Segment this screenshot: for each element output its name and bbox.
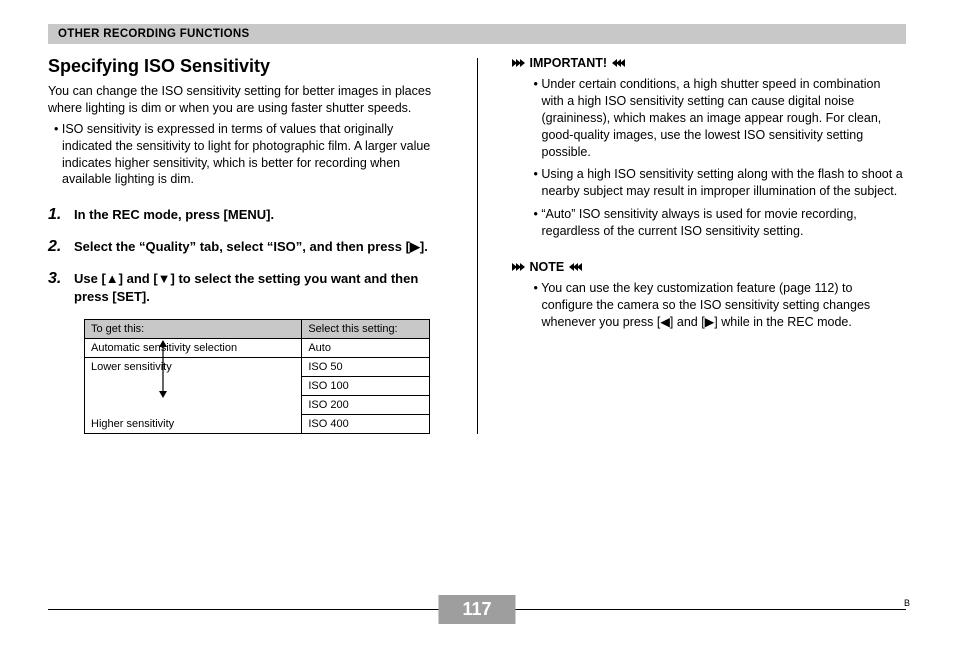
intro-paragraph: You can change the ISO sensitivity setti…	[48, 83, 443, 117]
step-item: 3. Use [▲] and [▼] to select the setting…	[48, 270, 443, 305]
step-number: 1.	[48, 206, 68, 224]
note-callout-header: NOTE	[512, 260, 907, 274]
step-text: Select the “Quality” tab, select “ISO”, …	[74, 238, 443, 256]
intro-bullet: • ISO sensitivity is expressed in terms …	[48, 121, 443, 189]
step-number: 3.	[48, 270, 68, 288]
right-column: IMPORTANT! • Under certain conditions, a…	[512, 54, 907, 434]
table-cell: ISO 50	[302, 358, 430, 377]
table-header: Select this setting:	[302, 320, 430, 339]
table-header: To get this:	[85, 320, 302, 339]
step-item: 2. Select the “Quality” tab, select “ISO…	[48, 238, 443, 256]
important-bullet: • Using a high ISO sensitivity setting a…	[528, 166, 907, 200]
callout-right-icon	[613, 59, 625, 67]
iso-settings-table: To get this: Select this setting: Automa…	[84, 319, 430, 434]
note-body: • You can use the key customization feat…	[512, 280, 907, 331]
vertical-arrow-icon	[157, 340, 169, 398]
important-body: • Under certain conditions, a high shutt…	[512, 76, 907, 240]
step-item: 1. In the REC mode, press [MENU].	[48, 206, 443, 224]
important-label: IMPORTANT!	[530, 56, 608, 70]
left-column: Specifying ISO Sensitivity You can chang…	[48, 54, 443, 434]
step-text: Use [▲] and [▼] to select the setting yo…	[74, 270, 443, 305]
note-label: NOTE	[530, 260, 565, 274]
table-cell: Auto	[302, 339, 430, 358]
important-bullet: • Under certain conditions, a high shutt…	[528, 76, 907, 160]
table-cell: Lower sensitivity Higher sensitivity	[85, 358, 302, 434]
table-cell: ISO 400	[302, 415, 430, 434]
corner-mark: B	[904, 598, 910, 608]
column-divider	[477, 58, 478, 434]
important-callout-header: IMPORTANT!	[512, 56, 907, 70]
important-bullet: • “Auto” ISO sensitivity always is used …	[528, 206, 907, 240]
callout-right-icon	[570, 263, 582, 271]
steps-list: 1. In the REC mode, press [MENU]. 2. Sel…	[48, 206, 443, 305]
callout-left-icon	[512, 59, 524, 67]
section-header: OTHER RECORDING FUNCTIONS	[48, 24, 906, 44]
note-bullet: • You can use the key customization feat…	[528, 280, 907, 331]
step-text: In the REC mode, press [MENU].	[74, 206, 443, 224]
table-cell: Automatic sensitivity selection	[85, 339, 302, 358]
table-cell: ISO 200	[302, 396, 430, 415]
step-number: 2.	[48, 238, 68, 256]
callout-left-icon	[512, 263, 524, 271]
page-number: 117	[438, 595, 515, 624]
page-title: Specifying ISO Sensitivity	[48, 56, 443, 77]
table-cell: ISO 100	[302, 377, 430, 396]
table-cell-text: Higher sensitivity	[91, 418, 174, 430]
